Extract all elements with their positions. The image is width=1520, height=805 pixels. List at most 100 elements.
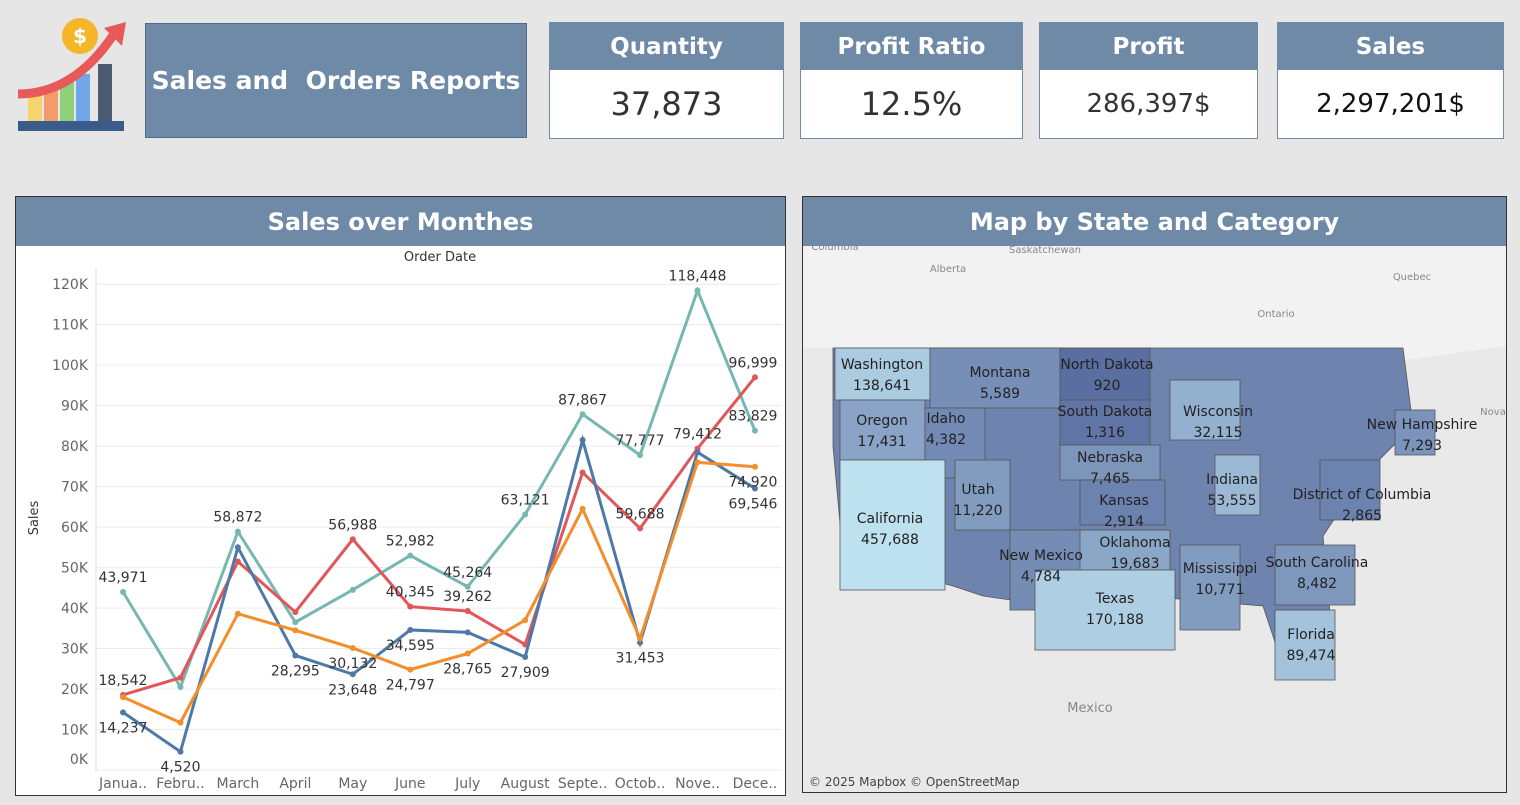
data-label: 24,797: [386, 678, 435, 694]
x-tick-label: Janua..: [98, 776, 147, 792]
state-shape: [1319, 459, 1381, 521]
data-label: 31,453: [616, 651, 665, 667]
state-value: 138,641: [853, 378, 911, 394]
kpi-card: Sales 2,297,201$: [1277, 22, 1504, 139]
state-value: 2,914: [1104, 514, 1144, 530]
point: [637, 639, 644, 646]
x-tick-label: March: [217, 776, 260, 792]
y-tick-label: 0K: [70, 752, 89, 768]
x-tick-label: July: [454, 776, 480, 792]
point: [751, 485, 758, 492]
data-label: 59,688: [616, 506, 665, 522]
state-shape: [1059, 347, 1151, 401]
x-tick-label: June: [394, 776, 426, 792]
point: [234, 528, 241, 535]
map-panel: Map by State and Category Columbia Saskat…: [802, 196, 1507, 793]
kpi-value: 286,397$: [1086, 89, 1211, 119]
place-label: Nova: [1480, 407, 1506, 418]
state-name: Montana: [969, 365, 1030, 381]
state-name: Oregon: [856, 413, 907, 429]
data-label: 28,765: [443, 662, 492, 678]
point: [292, 619, 299, 626]
chart-title: Sales over Monthes: [16, 197, 785, 246]
point: [177, 748, 184, 755]
state-value: 17,431: [858, 434, 907, 450]
x-tick-label: Octob..: [615, 776, 666, 792]
state-name: Texas: [1095, 591, 1135, 607]
data-label: 23,648: [328, 682, 377, 698]
state-value: 4,382: [926, 432, 966, 448]
state-name: Nebraska: [1077, 450, 1143, 466]
kpi-label: Profit: [1040, 23, 1257, 70]
y-axis-title: Sales: [27, 500, 42, 535]
point: [464, 608, 471, 615]
state-shape: [1274, 544, 1356, 606]
data-label: 77,777: [616, 433, 665, 449]
state-value: 5,589: [980, 386, 1020, 402]
state-name: Florida: [1287, 627, 1335, 643]
point: [349, 645, 356, 652]
point: [407, 603, 414, 610]
y-tick-label: 90K: [61, 399, 89, 415]
state-name: South Carolina: [1266, 555, 1369, 571]
data-label: 74,920: [728, 475, 777, 491]
point: [579, 469, 586, 476]
place-label: Columbia: [811, 246, 858, 253]
state-name: Utah: [961, 482, 994, 498]
data-label: 39,262: [443, 589, 492, 605]
point: [177, 684, 184, 691]
point: [407, 626, 414, 633]
data-label: 30,132: [328, 656, 377, 672]
data-label: 63,121: [501, 492, 550, 508]
state-value: 53,555: [1208, 493, 1257, 509]
data-label: 87,867: [558, 392, 607, 408]
state-value: 920: [1094, 378, 1121, 394]
data-label: 56,988: [328, 517, 377, 533]
state-name: District of Columbia: [1293, 487, 1432, 503]
line-chart: Order Date Sales 0K 10K 20K 30K 40K 50K 60K 70K 80…: [27, 250, 782, 792]
map-title: Map by State and Category: [803, 197, 1506, 246]
y-tick-label: 20K: [61, 682, 89, 698]
point: [234, 558, 241, 565]
state-shape: [834, 347, 931, 401]
state-value: 170,188: [1086, 612, 1144, 628]
map-attribution: © 2025 Mapbox © OpenStreetMap: [809, 775, 1020, 789]
state-name: North Dakota: [1060, 357, 1153, 373]
data-label: 14,237: [99, 720, 148, 736]
point: [637, 635, 644, 642]
data-label: 83,829: [728, 409, 777, 425]
data-label: 28,295: [271, 663, 320, 679]
point: [751, 427, 758, 434]
point: [751, 463, 758, 470]
state-value: 19,683: [1111, 556, 1160, 572]
state-value: 457,688: [861, 532, 919, 548]
state-name: Kansas: [1099, 493, 1149, 509]
point: [349, 671, 356, 678]
series-line: [122, 460, 756, 725]
state-shape: [839, 459, 946, 591]
state-name: Wisconsin: [1183, 404, 1253, 420]
kpi-value: 37,873: [610, 85, 723, 123]
x-tick-label: May: [338, 776, 367, 792]
state-name: Idaho: [926, 411, 965, 427]
point: [292, 609, 299, 616]
point: [579, 437, 586, 444]
state-name: South Dakota: [1058, 404, 1153, 420]
kpi-value: 2,297,201$: [1316, 89, 1465, 119]
place-label: Saskatchewan: [1009, 246, 1081, 256]
state-value: 10,771: [1196, 582, 1245, 598]
data-label: 18,542: [99, 673, 148, 689]
state-shape: [1059, 399, 1151, 446]
state-value: 4,784: [1021, 569, 1061, 585]
data-label: 43,971: [99, 570, 148, 586]
y-tick-label: 80K: [61, 439, 89, 455]
place-label: Alberta: [930, 264, 966, 275]
point: [579, 411, 586, 418]
point: [120, 694, 126, 701]
y-tick-label: 110K: [52, 318, 89, 334]
chart-panel: Sales over Monthes Order Date Sales 0K 10K 2…: [15, 196, 786, 796]
data-label: 4,520: [160, 760, 200, 776]
point: [694, 459, 701, 466]
data-label: 69,546: [728, 496, 777, 512]
